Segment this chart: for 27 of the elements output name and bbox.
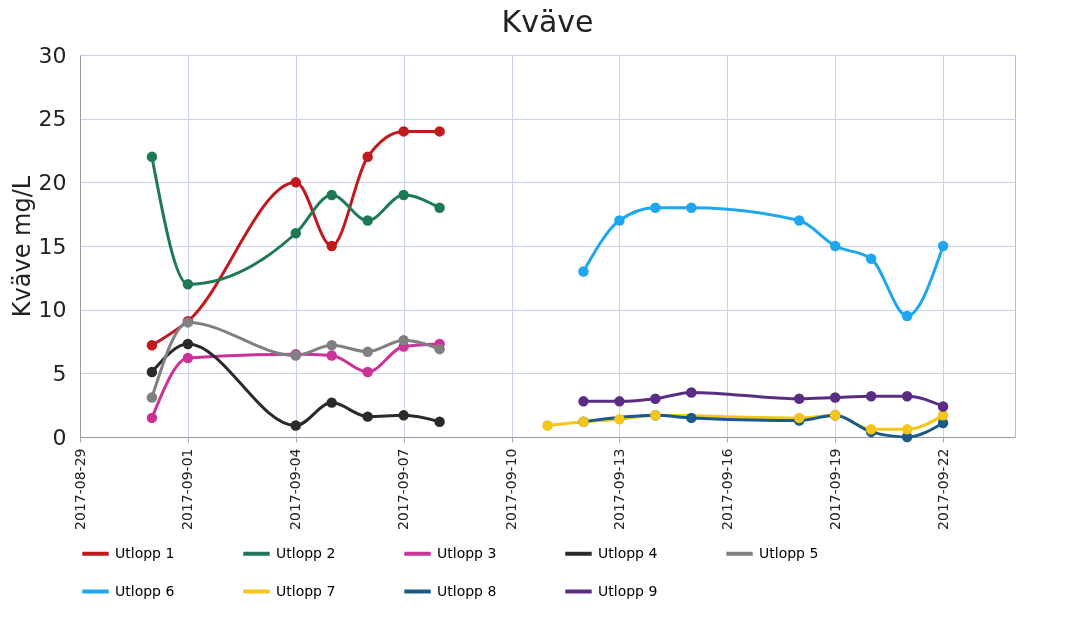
x-tick-label: 2017-09-22 xyxy=(934,448,951,530)
y-tick-label: 0 xyxy=(52,424,67,450)
y-tick-label: 5 xyxy=(52,360,67,386)
y-tick-label: 30 xyxy=(38,42,67,68)
x-tick-label: 2017-09-10 xyxy=(503,448,520,530)
legend-label: Utlopp 7 xyxy=(276,582,336,599)
legend-label: Utlopp 1 xyxy=(115,544,175,561)
x-tick-label: 2017-09-13 xyxy=(610,448,627,530)
x-tick-label: 2017-09-04 xyxy=(287,448,304,530)
y-tick-label: 15 xyxy=(38,233,67,259)
legend-label: Utlopp 4 xyxy=(598,544,658,561)
y-tick-label: 25 xyxy=(38,106,67,132)
legend-label: Utlopp 5 xyxy=(759,544,819,561)
y-tick-label: 10 xyxy=(38,297,67,323)
x-tick-label: 2017-09-16 xyxy=(718,448,735,530)
chart-title: Kväve xyxy=(501,4,594,39)
y-axis-title: Kväve mg/L xyxy=(7,175,36,318)
legend-label: Utlopp 6 xyxy=(115,582,175,599)
y-tick-label: 20 xyxy=(38,169,67,195)
legend-label: Utlopp 9 xyxy=(598,582,658,599)
legend-label: Utlopp 2 xyxy=(276,544,336,561)
legend-label: Utlopp 3 xyxy=(437,544,497,561)
legend-label: Utlopp 8 xyxy=(437,582,497,599)
x-tick-label: 2017-08-29 xyxy=(71,448,88,530)
x-tick-label: 2017-09-07 xyxy=(395,448,412,530)
x-tick-label: 2017-09-01 xyxy=(179,448,196,530)
x-tick-label: 2017-09-19 xyxy=(826,448,843,530)
